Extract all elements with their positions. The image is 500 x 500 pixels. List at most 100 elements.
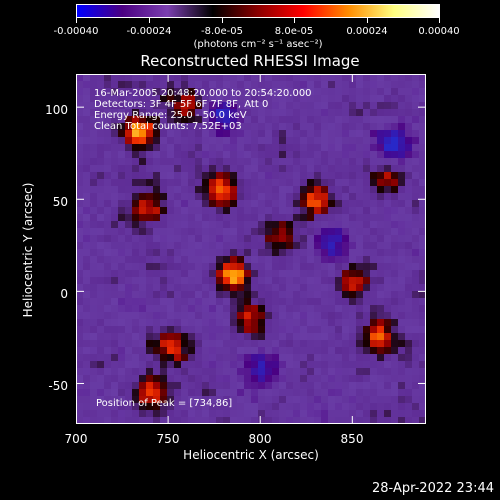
heatmap-cell bbox=[258, 200, 265, 207]
heatmap-cell bbox=[405, 347, 412, 354]
heatmap-cell bbox=[349, 256, 356, 263]
heatmap-cell bbox=[160, 389, 167, 396]
heatmap-cell bbox=[258, 375, 265, 382]
heatmap-cell bbox=[286, 375, 293, 382]
heatmap-cell bbox=[370, 263, 377, 270]
heatmap-cell bbox=[342, 81, 349, 88]
heatmap-cell bbox=[139, 361, 146, 368]
heatmap-cell bbox=[307, 382, 314, 389]
heatmap-cell bbox=[174, 256, 181, 263]
heatmap-cell bbox=[237, 74, 244, 81]
heatmap-cell bbox=[209, 312, 216, 319]
heatmap-cell bbox=[307, 347, 314, 354]
heatmap-cell bbox=[251, 193, 258, 200]
heatmap-cell bbox=[398, 95, 405, 102]
heatmap-cell bbox=[405, 417, 412, 424]
heatmap-cell bbox=[307, 298, 314, 305]
heatmap-cell bbox=[412, 144, 419, 151]
heatmap-cell bbox=[258, 270, 265, 277]
heatmap-cell bbox=[244, 368, 251, 375]
heatmap-cell bbox=[286, 340, 293, 347]
heatmap-cell bbox=[97, 410, 104, 417]
heatmap-cell bbox=[174, 354, 181, 361]
heatmap-cell bbox=[153, 256, 160, 263]
heatmap-cell bbox=[118, 284, 125, 291]
heatmap-cell bbox=[335, 116, 342, 123]
heatmap-cell bbox=[195, 144, 202, 151]
heatmap-cell bbox=[398, 74, 405, 81]
heatmap-cell bbox=[244, 277, 251, 284]
heatmap-cell bbox=[363, 88, 370, 95]
heatmap-cell bbox=[272, 95, 279, 102]
heatmap-cell bbox=[202, 249, 209, 256]
heatmap-cell bbox=[356, 326, 363, 333]
colorbar-tick-label: -0.00024 bbox=[126, 26, 172, 37]
heatmap-cell bbox=[139, 305, 146, 312]
heatmap-cell bbox=[97, 389, 104, 396]
heatmap-cell bbox=[216, 403, 223, 410]
heatmap-cell bbox=[321, 396, 328, 403]
heatmap-cell bbox=[125, 340, 132, 347]
heatmap-cell bbox=[76, 319, 83, 326]
heatmap-cell bbox=[314, 95, 321, 102]
heatmap-cell bbox=[244, 214, 251, 221]
heatmap-cell bbox=[216, 193, 223, 200]
heatmap-cell bbox=[328, 382, 335, 389]
heatmap-cell bbox=[132, 123, 139, 130]
heatmap-cell bbox=[300, 235, 307, 242]
heatmap-cell bbox=[356, 186, 363, 193]
heatmap-cell bbox=[384, 200, 391, 207]
heatmap-cell bbox=[90, 284, 97, 291]
heatmap-cell bbox=[237, 165, 244, 172]
heatmap-cell bbox=[118, 109, 125, 116]
heatmap-cell bbox=[125, 319, 132, 326]
heatmap-cell bbox=[405, 207, 412, 214]
heatmap-cell bbox=[279, 144, 286, 151]
heatmap-cell bbox=[363, 277, 370, 284]
heatmap-cell bbox=[286, 312, 293, 319]
heatmap-cell bbox=[363, 172, 370, 179]
heatmap-cell bbox=[265, 312, 272, 319]
heatmap-cell bbox=[398, 81, 405, 88]
heatmap-cell bbox=[377, 200, 384, 207]
heatmap-cell bbox=[314, 214, 321, 221]
heatmap-cell bbox=[384, 277, 391, 284]
heatmap-cell bbox=[97, 165, 104, 172]
heatmap-cell bbox=[307, 200, 314, 207]
heatmap-cell bbox=[139, 326, 146, 333]
heatmap-cell bbox=[370, 256, 377, 263]
heatmap-cell bbox=[111, 298, 118, 305]
heatmap-cell bbox=[174, 340, 181, 347]
heatmap-cell bbox=[90, 144, 97, 151]
heatmap-cell bbox=[314, 165, 321, 172]
heatmap-cell bbox=[153, 221, 160, 228]
heatmap-cell bbox=[146, 95, 153, 102]
heatmap-cell bbox=[286, 256, 293, 263]
heatmap-cell bbox=[90, 326, 97, 333]
heatmap-cell bbox=[370, 277, 377, 284]
heatmap-cell bbox=[335, 137, 342, 144]
heatmap-cell bbox=[83, 81, 90, 88]
heatmap-cell bbox=[153, 109, 160, 116]
heatmap-cell bbox=[307, 389, 314, 396]
heatmap-cell bbox=[230, 298, 237, 305]
heatmap-cell bbox=[258, 116, 265, 123]
heatmap-cell bbox=[258, 382, 265, 389]
heatmap-cell bbox=[139, 319, 146, 326]
heatmap-cell bbox=[335, 354, 342, 361]
heatmap-cell bbox=[398, 221, 405, 228]
heatmap-cell bbox=[153, 130, 160, 137]
heatmap-cell bbox=[160, 235, 167, 242]
heatmap-cell bbox=[118, 242, 125, 249]
heatmap-cell bbox=[181, 123, 188, 130]
heatmap-cell bbox=[342, 319, 349, 326]
heatmap-cell bbox=[244, 200, 251, 207]
heatmap-cell bbox=[419, 312, 426, 319]
heatmap-cell bbox=[188, 347, 195, 354]
heatmap-cell bbox=[258, 193, 265, 200]
heatmap-cell bbox=[90, 214, 97, 221]
heatmap-cell bbox=[83, 361, 90, 368]
heatmap-cell bbox=[265, 375, 272, 382]
heatmap-cell bbox=[146, 200, 153, 207]
heatmap-cell bbox=[97, 298, 104, 305]
